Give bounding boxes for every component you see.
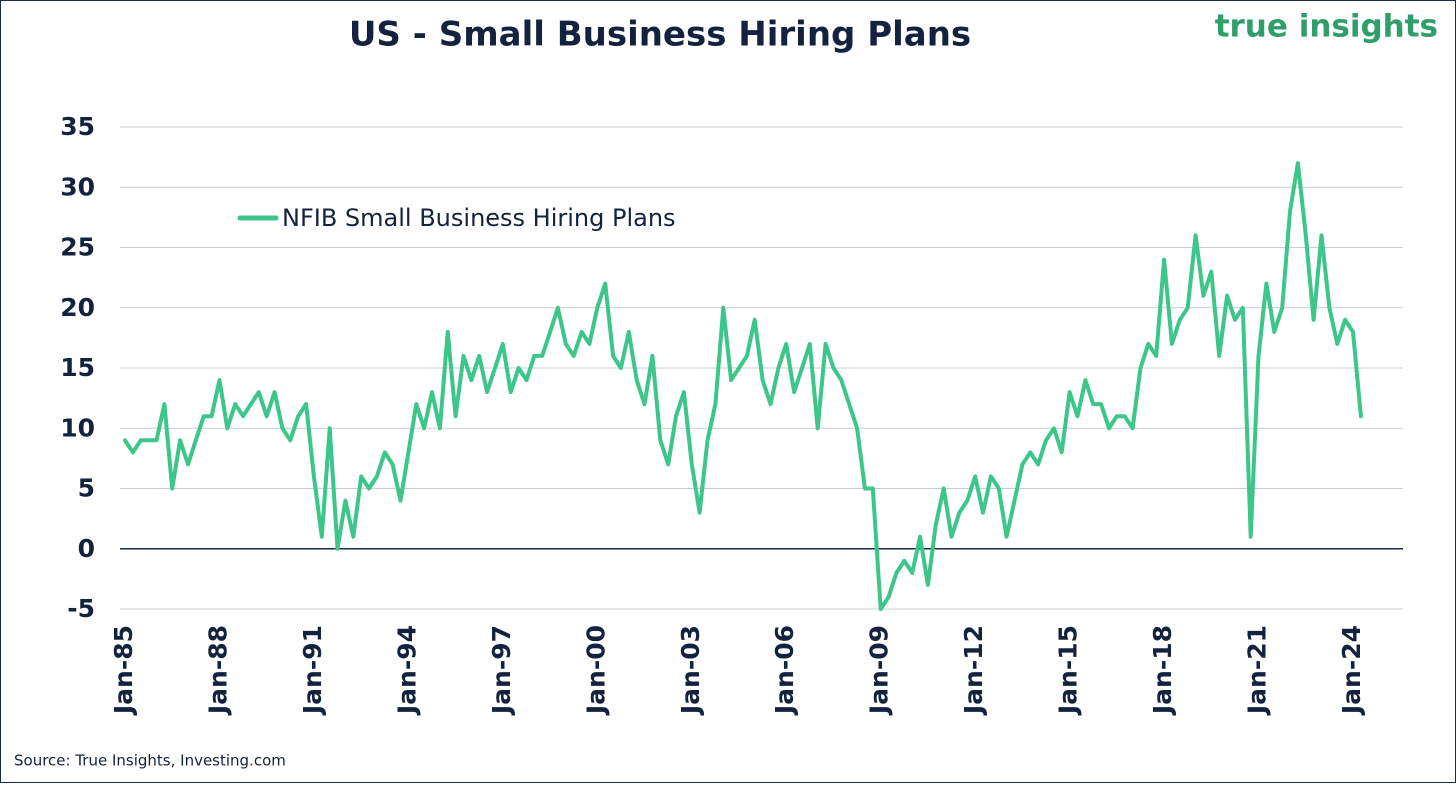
y-tick-label: 5 xyxy=(78,474,95,503)
x-tick-label: Jan-85 xyxy=(109,625,138,716)
y-tick-label: 35 xyxy=(60,112,95,141)
legend-label: NFIB Small Business Hiring Plans xyxy=(282,204,676,232)
x-tick-label: Jan-97 xyxy=(487,625,516,716)
x-tick-label: Jan-94 xyxy=(392,625,421,716)
x-tick-label: Jan-03 xyxy=(676,625,705,716)
x-tick-label: Jan-24 xyxy=(1337,625,1366,716)
y-tick-label: 20 xyxy=(60,293,95,322)
x-tick-label: Jan-12 xyxy=(959,625,988,716)
y-tick-label: 0 xyxy=(78,534,95,563)
x-tick-label: Jan-88 xyxy=(203,625,232,716)
legend: NFIB Small Business Hiring Plans xyxy=(237,204,676,232)
data-line xyxy=(123,161,1363,611)
y-tick-label: -5 xyxy=(67,594,95,623)
x-tick-label: Jan-09 xyxy=(865,625,894,716)
x-tick-label: Jan-15 xyxy=(1054,625,1083,716)
chart-title: US - Small Business Hiring Plans xyxy=(349,15,971,55)
x-tick-label: Jan-21 xyxy=(1243,625,1272,716)
brand-logo: true insights xyxy=(1215,9,1438,45)
x-tick-label: Jan-06 xyxy=(770,625,799,716)
x-tick-label: Jan-18 xyxy=(1148,625,1177,716)
y-tick-label: 10 xyxy=(60,413,95,442)
y-tick-label: 25 xyxy=(60,233,95,262)
y-tick-label: 30 xyxy=(60,172,95,201)
x-tick-label: Jan-00 xyxy=(581,625,610,716)
y-tick-label: 15 xyxy=(60,353,95,382)
x-tick-label: Jan-91 xyxy=(298,625,327,716)
source-note: Source: True Insights, Investing.com xyxy=(14,752,286,770)
